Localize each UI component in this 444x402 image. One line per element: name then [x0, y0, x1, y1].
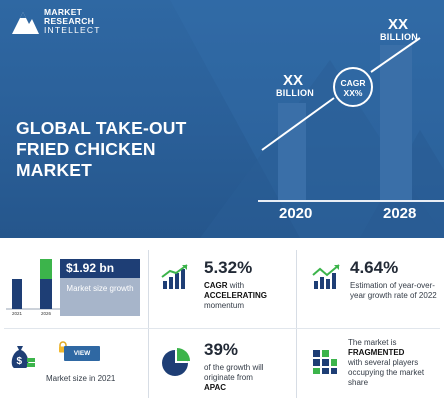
fragmented-text-2: with several players occupying the marke…: [348, 358, 425, 387]
cagr-bold-accelerating: ACCELERATING: [204, 291, 267, 300]
mini-bar-2026-base: [40, 279, 52, 309]
chart-baseline: [258, 200, 444, 202]
mini-year-2021: 2021: [12, 311, 23, 316]
mini-bar-2021: [12, 279, 22, 309]
logo-line1: MARKET: [44, 7, 83, 17]
apac-description: of the growth will originate from APAC: [204, 363, 290, 393]
yoy-description: Estimation of year-over-year growth rate…: [350, 281, 437, 300]
cagr-circle-badge: CAGR XX%: [333, 67, 373, 107]
mini-bar-2026-growth: [40, 259, 52, 279]
title-line-3: MARKET: [16, 160, 93, 180]
bar-label-2028: XX BILLION: [380, 16, 419, 43]
title-line-2: FRIED CHICKEN: [16, 139, 156, 159]
fragmented-text-1: The market is: [348, 338, 397, 347]
market-size-value: $1.92 bn: [60, 259, 140, 278]
market-size-growth-label: Market size growth: [60, 278, 140, 316]
column-divider-2: [296, 250, 297, 398]
trend-line: [0, 0, 444, 238]
bar-2020-unit: BILLION: [276, 88, 315, 98]
mini-year-2026: 2026: [41, 311, 52, 316]
bar-label-2020: XX BILLION: [276, 72, 315, 99]
growth-chart-icon: [161, 264, 188, 289]
cagr-text-momentum: momentum: [204, 301, 245, 310]
cagr-circle-label: CAGR: [340, 78, 366, 88]
page-title: GLOBAL TAKE-OUT FRIED CHICKEN MARKET: [16, 118, 216, 181]
cagr-value: 5.32%: [204, 258, 253, 277]
pie-chart-icon: [162, 348, 190, 376]
market-size-caption: Market size in 2021: [46, 374, 116, 383]
cagr-bold-label: CAGR: [204, 281, 228, 290]
cagr-text-with: with: [229, 281, 245, 290]
logo-mountain-icon: [12, 12, 39, 34]
logo-text: MARKET RESEARCH INTELLECT: [44, 8, 101, 35]
column-divider-1: [148, 250, 149, 398]
apac-region: APAC: [204, 383, 227, 392]
svg-text:$: $: [17, 356, 23, 367]
apac-value: 39%: [204, 340, 239, 359]
fragmented-description: The market is FRAGMENTED with several pl…: [348, 338, 440, 388]
view-button[interactable]: VIEW: [64, 346, 100, 361]
yoy-growth-icon: [312, 264, 340, 289]
bar-2028-unit: BILLION: [380, 32, 419, 42]
logo-line3: INTELLECT: [44, 25, 101, 35]
row-divider: [4, 328, 440, 329]
bar-2028-value: XX: [387, 16, 408, 33]
bar-2020-value: XX: [282, 72, 303, 89]
fragmented-blocks-icon: [313, 350, 337, 374]
year-label-2028: 2028: [383, 205, 417, 222]
bar-2028: [380, 45, 412, 200]
cagr-circle-value: XX%: [343, 88, 363, 98]
year-label-2020: 2020: [279, 205, 313, 222]
apac-text: of the growth will originate from: [204, 363, 264, 382]
logo: MARKET RESEARCH INTELLECT: [10, 6, 150, 38]
logo-line2: RESEARCH: [44, 16, 95, 26]
cagr-description: CAGR with ACCELERATING momentum: [204, 281, 294, 311]
fragmented-bold: FRAGMENTED: [348, 348, 405, 357]
bar-2020: [278, 103, 306, 200]
market-size-mini-chart: [6, 259, 60, 310]
yoy-value: 4.64%: [350, 258, 399, 277]
title-line-1: GLOBAL TAKE-OUT: [16, 118, 187, 138]
money-bag-icon: $: [11, 346, 35, 368]
